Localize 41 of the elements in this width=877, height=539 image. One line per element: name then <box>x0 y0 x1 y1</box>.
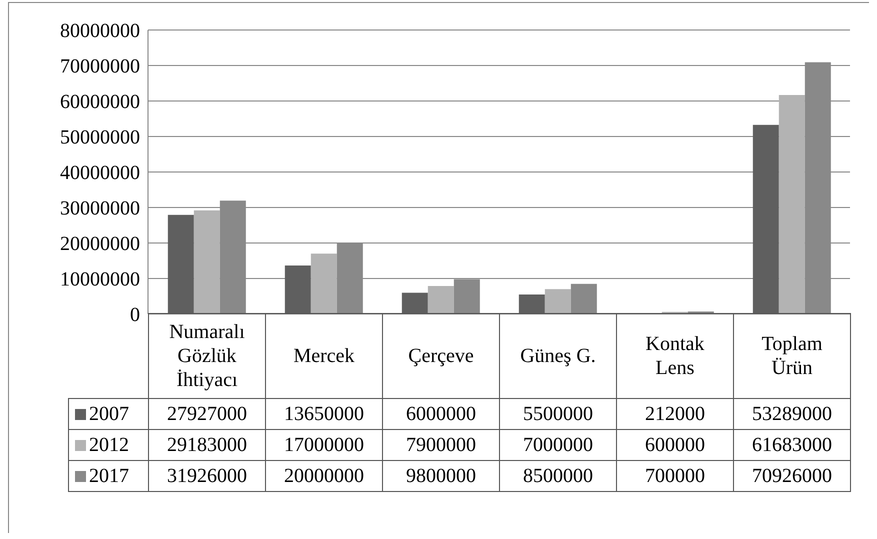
data-label: 700000 <box>616 460 734 492</box>
x-tick-label: Mercek <box>266 314 382 398</box>
y-tick-label: 40000000 <box>60 162 140 184</box>
data-label: 27927000 <box>148 398 266 430</box>
data-label: 6000000 <box>382 398 500 430</box>
y-tick-label: 10000000 <box>60 268 140 291</box>
y-tick-label: 80000000 <box>60 20 140 42</box>
y-tick-label: 50000000 <box>60 126 140 149</box>
y-tick-label: 60000000 <box>60 91 140 114</box>
x-tick-label: Kontak Lens <box>616 314 734 398</box>
data-label: 17000000 <box>266 430 382 460</box>
data-label: 8500000 <box>500 460 616 492</box>
data-label: 61683000 <box>734 430 850 460</box>
bar <box>428 286 454 314</box>
data-label: 7000000 <box>500 430 616 460</box>
legend-label: 2012 <box>68 430 148 460</box>
data-label: 31926000 <box>148 460 266 492</box>
bar <box>194 210 220 314</box>
x-tick-label: Güneş G. <box>500 314 616 398</box>
data-label: 70926000 <box>734 460 850 492</box>
data-label: 600000 <box>616 430 734 460</box>
data-label: 9800000 <box>382 460 500 492</box>
data-label: 53289000 <box>734 398 850 430</box>
data-label: 7900000 <box>382 430 500 460</box>
x-tick-label: Toplam Ürün <box>734 314 850 398</box>
bar <box>778 95 805 314</box>
y-tick-label: 30000000 <box>60 198 140 220</box>
bar <box>310 254 337 314</box>
y-tick-label: 70000000 <box>60 56 140 78</box>
data-label: 212000 <box>616 398 734 430</box>
x-tick-label: Numaralı Gözlük İhtiyacı <box>148 314 266 398</box>
data-label: 20000000 <box>266 460 382 492</box>
legend-label: 2017 <box>68 460 148 492</box>
legend-label: 2007 <box>68 398 148 430</box>
y-tick-label: 20000000 <box>60 233 140 256</box>
data-label: 13650000 <box>266 398 382 430</box>
data-label: 5500000 <box>500 398 616 430</box>
data-label: 29183000 <box>148 430 266 460</box>
bar <box>544 289 571 314</box>
y-tick-label: 0 <box>130 304 140 326</box>
x-tick-label: Çerçeve <box>382 314 500 398</box>
